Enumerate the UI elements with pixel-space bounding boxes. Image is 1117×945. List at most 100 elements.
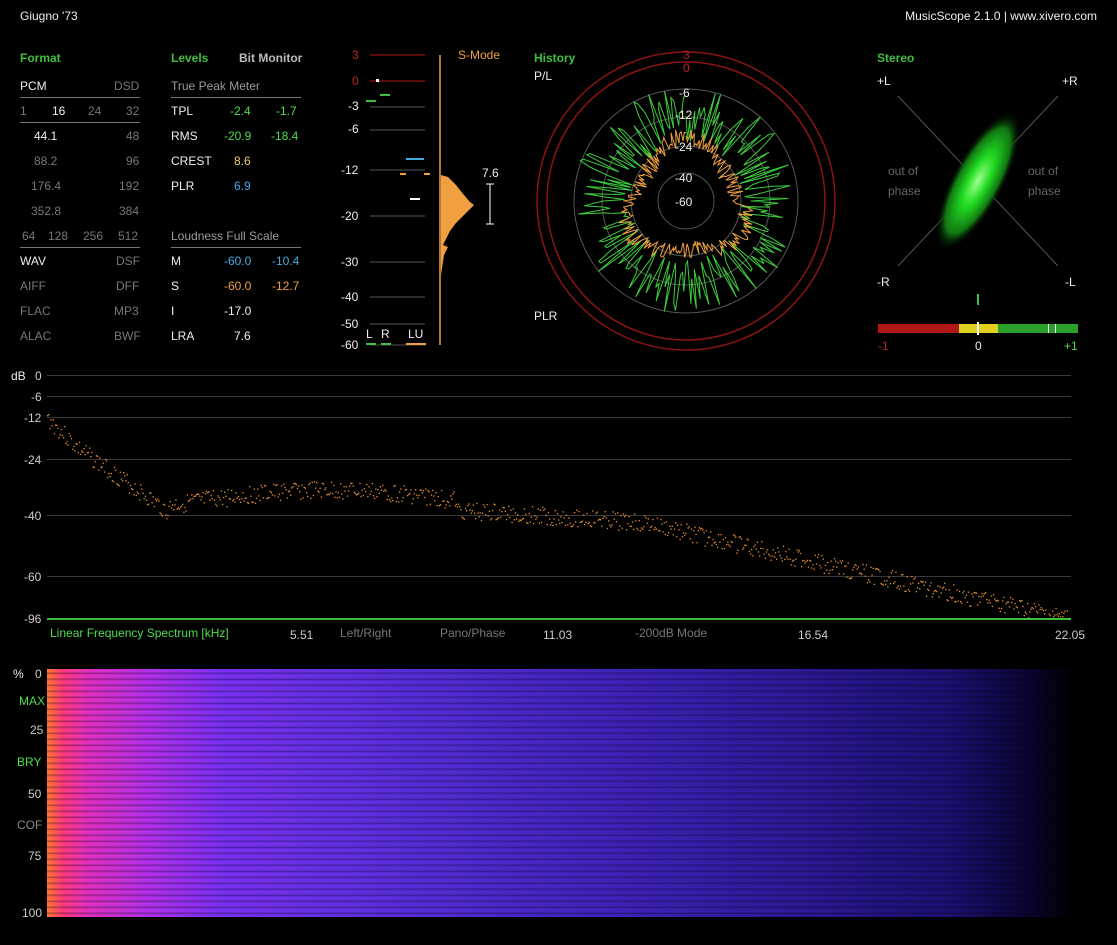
corr-minus-1: -1: [878, 339, 889, 353]
marker-bry[interactable]: BRY: [17, 755, 42, 769]
rate-352-8: 352.8: [31, 204, 62, 218]
grid-line: [47, 417, 1071, 418]
history-radar: [536, 51, 836, 351]
spectrogram-unit: %: [13, 667, 24, 681]
meter-scale-m60: -60: [341, 338, 359, 352]
momentary-value: -60.0: [224, 254, 252, 268]
bit-1: 1: [20, 104, 27, 118]
corner-plus-l: +L: [877, 74, 891, 88]
type-flac: FLAC: [20, 304, 51, 318]
left-phase: phase: [888, 184, 921, 198]
x-tick: 22.05: [1055, 628, 1086, 642]
rms-right-value: -18.4: [271, 129, 299, 143]
momentary-max-value: -10.4: [272, 254, 300, 268]
rate-384: 384: [119, 204, 140, 218]
meter-scale-0: 0: [352, 74, 359, 88]
minus-200db-toggle[interactable]: -200dB Mode: [635, 626, 708, 640]
rms-label: RMS: [171, 129, 198, 143]
plr-value: 6.9: [234, 179, 251, 193]
time-tick: 0: [35, 667, 42, 681]
divider: [171, 247, 301, 248]
right-phase: phase: [1028, 184, 1061, 198]
x-tick: 11.03: [543, 628, 573, 642]
meter-scale-m30: -30: [341, 255, 359, 269]
marker-cof[interactable]: COF: [17, 818, 43, 832]
grid-line: [47, 515, 1071, 516]
type-dsf: DSF: [116, 254, 140, 268]
shortterm-label: S: [171, 279, 180, 293]
meter-scale-m50: -50: [341, 317, 359, 331]
time-tick: 50: [28, 787, 42, 801]
rate-176-4: 176.4: [31, 179, 62, 193]
marker-max[interactable]: MAX: [19, 694, 46, 708]
meter-graphic: [366, 54, 494, 346]
plr-label: PLR: [171, 179, 195, 193]
x-tick: 16.54: [798, 628, 829, 642]
meter-scale-m3: -3: [348, 99, 359, 113]
dsd-label: DSD: [114, 79, 140, 93]
tpl-right-value: -1.7: [276, 104, 297, 118]
ring-label-3: 3: [683, 48, 690, 62]
crest-label: CREST: [171, 154, 212, 168]
shortterm-max-value: -12.7: [272, 279, 300, 293]
lra-value: 7.6: [234, 329, 251, 343]
pcm-label: PCM: [20, 79, 47, 93]
type-dff: DFF: [116, 279, 140, 293]
history-header: History: [534, 51, 576, 65]
format-header: Format: [20, 51, 61, 65]
y-tick: 0: [35, 369, 42, 383]
type-bwf: BWF: [114, 329, 141, 343]
bit-32: 32: [126, 104, 140, 118]
left-out-of-phase: out of: [888, 164, 919, 178]
type-aiff: AIFF: [20, 279, 46, 293]
ring-label-0: 0: [683, 61, 690, 75]
corner-minus-r: -R: [877, 275, 890, 289]
history-plr-label: PLR: [534, 309, 558, 323]
history-pl-label: P/L: [534, 69, 553, 83]
rate-192: 192: [119, 179, 140, 193]
dsd-256: 256: [83, 229, 104, 243]
meter-l-label: L: [366, 327, 373, 341]
time-tick: 100: [22, 906, 43, 920]
integrated-value: -17.0: [224, 304, 252, 318]
y-tick: -60: [24, 570, 42, 584]
correlation-bar: [878, 322, 1078, 335]
y-tick: -40: [24, 509, 42, 523]
meter-scale-3: 3: [352, 48, 359, 62]
ring-label-m6: -6: [679, 86, 690, 100]
goniometer: [897, 95, 1059, 267]
divider: [20, 122, 140, 123]
grid-line: [47, 396, 1071, 397]
corr-zero: 0: [975, 339, 982, 353]
levels-header[interactable]: Levels: [171, 51, 209, 65]
spectrum-title: Linear Frequency Spectrum [kHz]: [50, 626, 229, 640]
divider: [20, 97, 140, 98]
type-mp3: MP3: [114, 304, 139, 318]
ring-label-m40: -40: [675, 171, 693, 185]
ring-label-m60: -60: [675, 195, 693, 209]
meter-scale-m12: -12: [341, 163, 359, 177]
corner-minus-l: -L: [1065, 275, 1076, 289]
crest-value: 8.6: [234, 154, 251, 168]
x-tick: 5.51: [290, 628, 314, 642]
meter-lu-label: LU: [408, 327, 424, 341]
dsd-512: 512: [118, 229, 139, 243]
divider: [20, 247, 140, 248]
time-tick: 25: [30, 723, 44, 737]
dsd-64: 64: [22, 229, 36, 243]
true-peak-title: True Peak Meter: [171, 79, 260, 93]
app-title: MusicScope 2.1.0 | www.xivero.com: [905, 9, 1097, 23]
left-right-toggle[interactable]: Left/Right: [340, 626, 392, 640]
bit-24: 24: [88, 104, 102, 118]
rms-left-value: -20.9: [224, 129, 252, 143]
bit-monitor-tab[interactable]: Bit Monitor: [239, 51, 303, 65]
integrated-label: I: [171, 304, 175, 318]
pano-phase-toggle[interactable]: Pano/Phase: [440, 626, 506, 640]
y-tick: -12: [24, 411, 42, 425]
meter-scale-m20: -20: [341, 209, 359, 223]
rate-44-1: 44.1: [34, 129, 58, 143]
s-mode-button[interactable]: S-Mode: [458, 48, 501, 62]
correlation-indicator: [977, 294, 979, 305]
grid-line: [47, 576, 1071, 577]
y-tick: -6: [31, 390, 42, 404]
